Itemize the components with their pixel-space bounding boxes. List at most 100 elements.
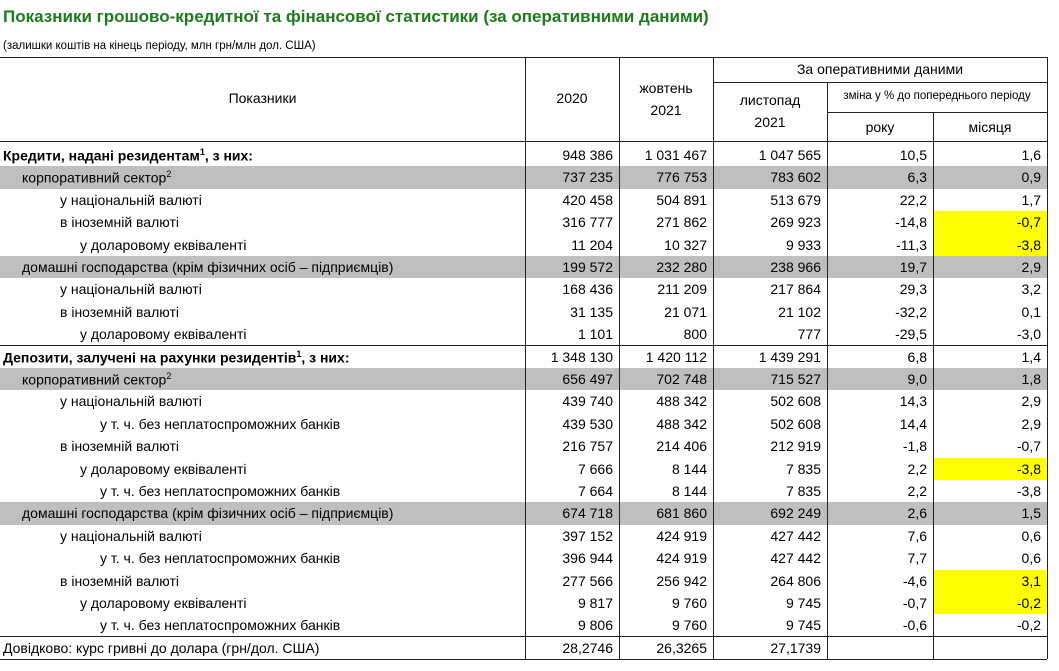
cell-value: 19,7 xyxy=(899,259,927,275)
col-border xyxy=(619,141,620,660)
row-label: в іноземній валюті xyxy=(60,304,179,320)
cell-value: 427 442 xyxy=(770,550,821,567)
cell-value: 504 891 xyxy=(656,191,707,208)
col-header: За оперативними даними xyxy=(796,61,964,77)
cell-value: 199 572 xyxy=(562,259,613,275)
cell-value: 9 760 xyxy=(671,595,707,611)
cell-value: 2,9 xyxy=(1021,259,1041,275)
cell-value: 277 566 xyxy=(562,572,613,589)
row-label: у доларовому еквіваленті xyxy=(80,461,247,477)
cell-value: 427 442 xyxy=(770,527,821,544)
cell-value: 715 527 xyxy=(770,371,821,387)
cell-value: 2,2 xyxy=(907,483,927,499)
row-label: у національній валюті xyxy=(60,281,202,297)
col-header: місяця xyxy=(968,119,1012,135)
col-border xyxy=(1047,141,1048,660)
cell-value: 9,0 xyxy=(907,371,927,387)
cell-value: 776 753 xyxy=(656,169,707,186)
cell-value: 1,5 xyxy=(1021,505,1041,522)
cell-value: 22,2 xyxy=(899,191,927,208)
cell-value: 2,9 xyxy=(1021,415,1041,432)
cell-value: -0,6 xyxy=(902,617,927,634)
cell-value: 3,2 xyxy=(1021,281,1041,298)
cell-value: 238 966 xyxy=(770,259,821,275)
col-header: 2021 xyxy=(754,114,786,130)
cell-value: 1,7 xyxy=(1021,191,1041,208)
row-label: у доларовому еквіваленті xyxy=(80,595,247,611)
col-header: жовтень xyxy=(639,80,693,96)
label-text: у національній валюті xyxy=(60,527,202,544)
col-border xyxy=(525,141,526,660)
label-text: в іноземній валюті xyxy=(60,438,179,455)
cell-value: 212 919 xyxy=(770,438,821,455)
cell-value: 232 280 xyxy=(656,259,707,275)
col-header: 2021 xyxy=(650,102,682,118)
row-shade xyxy=(0,256,1047,279)
col-border xyxy=(933,141,934,660)
row-label: у національній валюті xyxy=(60,528,202,544)
cell-value: 0,9 xyxy=(1021,169,1041,186)
cell-value: 9 933 xyxy=(785,236,821,253)
cell-value: 502 608 xyxy=(770,393,821,410)
cell-value: 396 944 xyxy=(562,550,613,567)
row-label: домашні господарства (крім фізичних осіб… xyxy=(22,505,393,521)
row-border xyxy=(0,659,1047,661)
cell-value: 216 757 xyxy=(562,438,613,455)
cell-value: 397 152 xyxy=(562,527,613,544)
label-text: у національній валюті xyxy=(60,393,202,410)
cell-value: 21 071 xyxy=(664,303,707,320)
cell-value: 1 439 291 xyxy=(758,348,821,365)
row-label: в іноземній валюті xyxy=(60,438,179,454)
row-label: у національній валюті xyxy=(60,192,202,208)
row-label: у т. ч. без неплатоспроможних банків xyxy=(100,550,340,566)
cell-highlight xyxy=(934,233,1047,256)
cell-value: 424 919 xyxy=(656,527,707,544)
cell-value: -4,6 xyxy=(902,572,927,589)
col-border xyxy=(713,141,714,660)
label-text: в іноземній валюті xyxy=(60,214,179,231)
cell-value: 256 942 xyxy=(656,572,707,589)
label-text: корпоративний сектор xyxy=(22,170,167,187)
cell-value: 7 664 xyxy=(577,483,613,499)
cell-value: 28,2746 xyxy=(562,639,613,656)
cell-value: 7 666 xyxy=(577,460,613,477)
cell-value: 316 777 xyxy=(562,214,613,231)
cell-value: 211 209 xyxy=(657,281,707,298)
cell-value: -3,0 xyxy=(1016,326,1041,343)
cell-value: 488 342 xyxy=(656,415,707,432)
col-header: 2020 xyxy=(556,90,588,106)
cell-value: 9 817 xyxy=(577,595,613,611)
cell-value: 0,6 xyxy=(1021,550,1041,567)
cell-value: 1 101 xyxy=(577,326,613,343)
cell-highlight xyxy=(934,569,1047,592)
cell-value: 8 144 xyxy=(671,483,707,499)
row-label: у доларовому еквіваленті xyxy=(80,326,247,342)
row-label: корпоративний сектор2 xyxy=(22,371,171,388)
cell-value: 10 327 xyxy=(664,236,707,253)
label-text: у доларовому еквіваленті xyxy=(80,460,247,477)
col-header: зміна у % до попереднього періоду xyxy=(843,90,1031,102)
cell-value: 269 923 xyxy=(770,214,821,231)
label-text: у національній валюті xyxy=(60,281,202,298)
cell-value: 2,9 xyxy=(1021,393,1041,410)
cell-value: 14,4 xyxy=(899,415,927,432)
cell-value: 7,7 xyxy=(907,550,927,567)
cell-value: 14,3 xyxy=(899,393,927,410)
label-suffix: , з них: xyxy=(301,349,350,366)
cell-value: 31 135 xyxy=(570,303,613,320)
cell-value: 214 406 xyxy=(656,438,707,455)
row-shade xyxy=(0,502,1047,525)
subtitle: (залишки коштів на кінець періоду, млн г… xyxy=(3,40,316,52)
cell-value: -0,2 xyxy=(1016,617,1041,634)
cell-value: 0,1 xyxy=(1021,303,1041,320)
cell-value: 948 386 xyxy=(562,147,613,163)
footnote-mark: 1 xyxy=(199,147,205,157)
footnote-mark: 2 xyxy=(166,371,172,381)
label-text: домашні господарства (крім фізичних осіб… xyxy=(22,259,394,275)
col-header: Показники xyxy=(228,90,297,106)
cell-value: -0,7 xyxy=(1016,214,1041,231)
cell-value: 800 xyxy=(683,326,707,343)
cell-value: 439 740 xyxy=(562,393,613,410)
cell-value: 9 745 xyxy=(785,617,821,634)
cell-value: 29,3 xyxy=(899,281,927,298)
